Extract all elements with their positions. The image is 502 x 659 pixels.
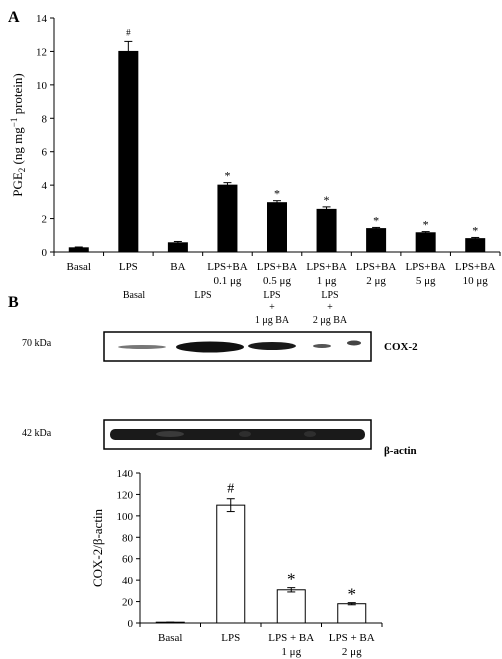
ylabel-sup: −1 xyxy=(9,118,19,128)
y-tick-label: 12 xyxy=(36,46,47,58)
y-tick-label: 140 xyxy=(117,468,134,480)
x-tick-label: Basal xyxy=(158,632,182,644)
x-tick-label: LPS+BA xyxy=(405,261,445,273)
bar xyxy=(216,504,246,624)
x-tick-label: LPS xyxy=(119,261,138,273)
bar xyxy=(465,238,486,253)
cox2-band-lps-1ug xyxy=(248,342,296,350)
bar xyxy=(337,603,367,624)
bar xyxy=(415,232,436,253)
lane-header-lps-2ug-line1: LPS xyxy=(321,290,338,301)
significance-asterisk: * xyxy=(224,169,230,183)
x-tick-label: LPS + BA xyxy=(268,632,314,644)
chart-a: 0 2 4 6 8 10 12 14 Basal # LPS BA * LPS+BA 0.1 μg * LPS+… xyxy=(36,13,501,287)
bar xyxy=(316,208,337,253)
y-tick-label: 8 xyxy=(42,113,48,125)
hash-annotation: # xyxy=(227,482,234,497)
panel-a-letter: A xyxy=(8,9,20,26)
ylabel-sub: 2 xyxy=(17,168,27,173)
actin-band-strip xyxy=(110,429,365,440)
x-tick-label: 10 μg xyxy=(463,275,489,287)
y-tick-label: 100 xyxy=(117,511,134,523)
lane-header-lps-1ug-line1: LPS xyxy=(263,290,280,301)
bar xyxy=(276,589,306,624)
panel-a-y-axis-label: PGE2 (ng mg−1 protein) xyxy=(9,73,27,197)
x-tick-label: 0.1 μg xyxy=(213,275,241,287)
x-tick-label: 1 μg xyxy=(317,275,337,287)
lane-header-basal: Basal xyxy=(123,290,145,301)
bar xyxy=(217,184,238,253)
cox2-blot xyxy=(103,331,372,362)
blot-lane-headers: Basal LPS LPS + 1 μg BA LPS + 2 μg BA xyxy=(123,290,348,326)
ylabel-main: PGE xyxy=(10,172,25,197)
x-tick-label: 5 μg xyxy=(416,275,436,287)
x-tick-label: 2 μg xyxy=(366,275,386,287)
significance-asterisk: * xyxy=(348,585,357,604)
cox2-mw-label: 70 kDa xyxy=(22,338,52,349)
actin-mw-label: 42 kDa xyxy=(22,428,52,439)
significance-asterisk: * xyxy=(472,223,478,237)
actin-blot xyxy=(103,419,372,450)
hash-annotation: # xyxy=(126,27,131,37)
y-tick-label: 120 xyxy=(117,489,134,501)
y-tick-label: 4 xyxy=(42,180,48,192)
lane-header-lps-2ug-line2: + xyxy=(327,302,333,313)
significance-asterisk: * xyxy=(423,218,429,232)
y-tick-label: 10 xyxy=(36,80,48,92)
x-tick-label: LPS+BA xyxy=(306,261,346,273)
bar xyxy=(118,50,139,253)
y-tick-label: 0 xyxy=(128,618,134,630)
bar xyxy=(267,202,287,253)
x-tick-label: Basal xyxy=(67,261,91,273)
cox2-band-lps-2ug-a xyxy=(313,344,331,348)
lane-header-lps-1ug-line3: 1 μg BA xyxy=(255,315,290,326)
significance-asterisk: * xyxy=(373,213,379,227)
y-tick-label: 80 xyxy=(122,532,134,544)
y-tick-label: 0 xyxy=(42,247,48,259)
x-tick-label: LPS xyxy=(221,632,240,644)
x-tick-label: BA xyxy=(170,261,185,273)
chart-b: 0 20 40 60 80 100 120 140 Basal # LPS * LPS + BA 1 μg… xyxy=(117,468,383,658)
panel-b-letter: B xyxy=(8,294,19,311)
panel-b-y-axis-label: COX-2/β-actin xyxy=(90,508,105,587)
cox2-band-basal xyxy=(118,345,166,349)
lane-header-lps-1ug-line2: + xyxy=(269,302,275,313)
significance-asterisk: * xyxy=(274,187,280,201)
x-tick-label: 1 μg xyxy=(281,646,301,658)
y-tick-label: 14 xyxy=(36,13,48,25)
significance-asterisk: * xyxy=(287,570,296,589)
y-tick-label: 6 xyxy=(42,147,48,159)
cox2-protein-label: COX-2 xyxy=(384,341,418,353)
lane-header-lps: LPS xyxy=(194,290,211,301)
cox2-band-lps xyxy=(176,341,244,353)
ylabel-unit-post: protein) xyxy=(10,73,25,117)
x-tick-label: LPS+BA xyxy=(455,261,495,273)
y-tick-label: 2 xyxy=(42,214,48,226)
bar xyxy=(366,228,387,253)
x-tick-label: LPS+BA xyxy=(356,261,396,273)
x-tick-label: LPS+BA xyxy=(257,261,297,273)
actin-protein-label: β-actin xyxy=(384,445,417,457)
x-tick-label: 0.5 μg xyxy=(263,275,291,287)
y-tick-label: 20 xyxy=(122,597,134,609)
y-tick-label: 60 xyxy=(122,554,134,566)
lane-header-lps-2ug-line3: 2 μg BA xyxy=(313,315,348,326)
x-tick-label: LPS+BA xyxy=(207,261,247,273)
cox2-band-lps-2ug-b xyxy=(347,340,361,346)
y-tick-label: 40 xyxy=(122,575,134,587)
x-tick-label: LPS + BA xyxy=(329,632,375,644)
significance-asterisk: * xyxy=(324,193,330,207)
ylabel-unit-pre: (ng mg xyxy=(10,127,25,168)
x-tick-label: 2 μg xyxy=(342,646,362,658)
